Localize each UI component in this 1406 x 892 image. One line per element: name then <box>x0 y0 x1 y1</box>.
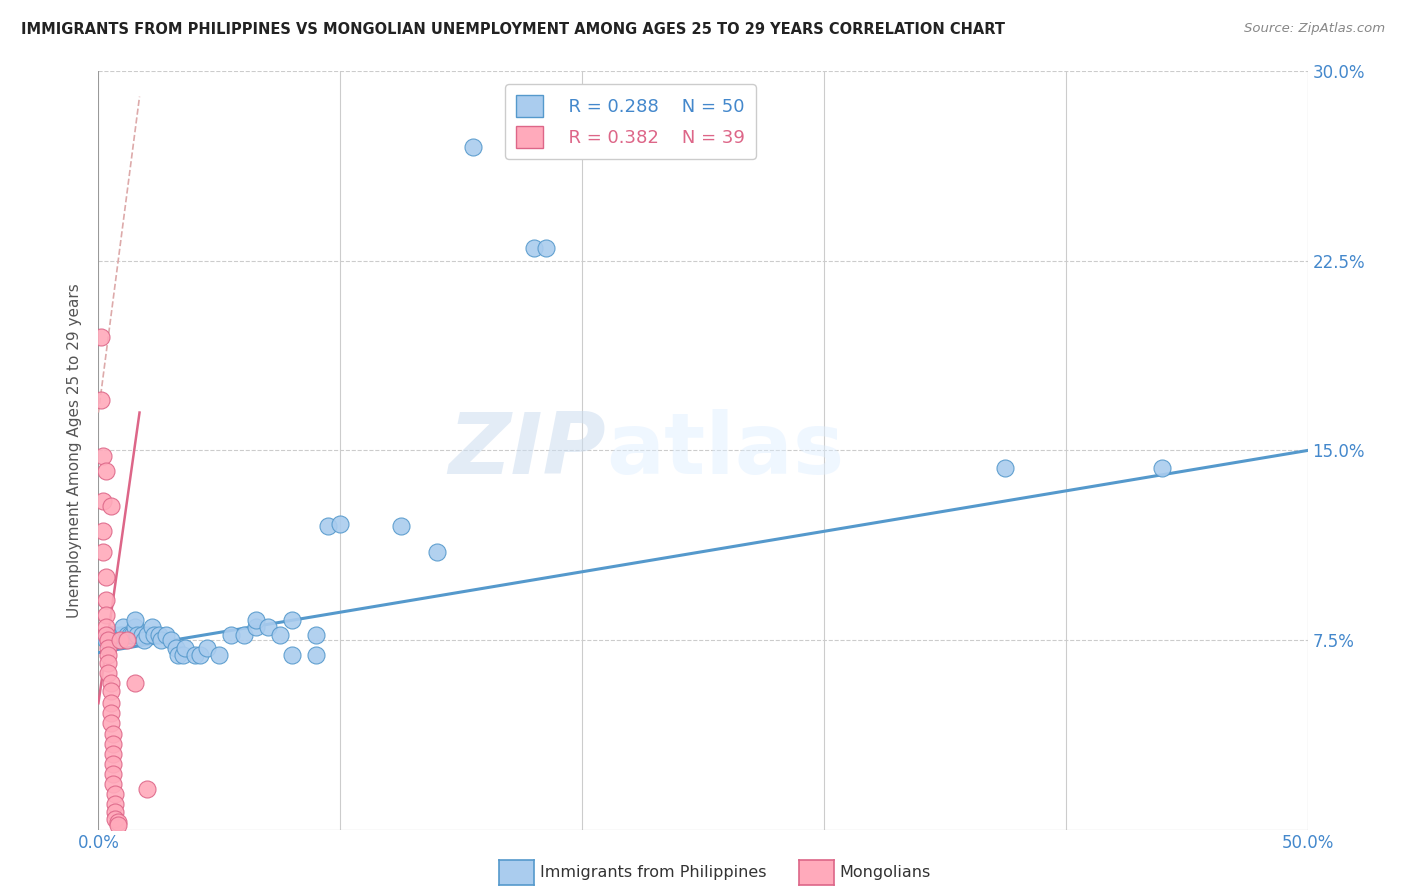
Text: ZIP: ZIP <box>449 409 606 492</box>
Point <box>101 628 124 642</box>
Point <box>329 516 352 531</box>
Point <box>100 499 122 513</box>
Point <box>131 628 153 642</box>
Point <box>94 633 117 648</box>
Point <box>94 464 117 478</box>
Point <box>97 665 120 680</box>
Point <box>94 628 117 642</box>
Point <box>305 648 328 662</box>
Text: Mongolians: Mongolians <box>839 865 931 880</box>
Point <box>127 628 149 642</box>
Point <box>316 519 339 533</box>
Point <box>90 330 112 344</box>
Point <box>104 813 127 827</box>
Point <box>91 494 114 508</box>
Point <box>94 620 117 634</box>
Point <box>305 628 328 642</box>
Point <box>91 524 114 539</box>
Point <box>100 683 122 698</box>
Point <box>135 628 157 642</box>
Point <box>155 628 177 642</box>
Point <box>143 628 166 642</box>
Point <box>1152 461 1174 475</box>
Point <box>208 648 231 662</box>
Point <box>101 726 124 740</box>
Point <box>165 640 187 655</box>
Point <box>101 756 124 771</box>
Point <box>124 676 146 690</box>
Point <box>100 696 122 710</box>
Point <box>100 628 122 642</box>
Point <box>104 628 127 642</box>
Point <box>426 544 449 558</box>
Point <box>172 648 194 662</box>
Point <box>245 620 267 634</box>
Point <box>134 633 156 648</box>
Point <box>107 817 129 831</box>
Point <box>107 815 129 830</box>
Point <box>281 613 304 627</box>
Point <box>174 640 197 655</box>
Point <box>104 797 127 812</box>
Point <box>124 620 146 634</box>
Point <box>104 805 127 819</box>
Point <box>111 620 134 634</box>
Text: IMMIGRANTS FROM PHILIPPINES VS MONGOLIAN UNEMPLOYMENT AMONG AGES 25 TO 29 YEARS : IMMIGRANTS FROM PHILIPPINES VS MONGOLIAN… <box>21 22 1005 37</box>
Point <box>232 628 254 642</box>
Legend:   R = 0.288    N = 50,   R = 0.382    N = 39: R = 0.288 N = 50, R = 0.382 N = 39 <box>505 84 756 159</box>
Point <box>269 628 291 642</box>
Text: Source: ZipAtlas.com: Source: ZipAtlas.com <box>1244 22 1385 36</box>
Point <box>91 449 114 463</box>
Point <box>121 628 143 642</box>
Point <box>148 628 170 642</box>
Point <box>100 676 122 690</box>
Point <box>108 633 131 648</box>
Point <box>107 633 129 648</box>
Point <box>124 613 146 627</box>
Point <box>104 787 127 801</box>
Point <box>100 706 122 721</box>
Point <box>221 628 243 642</box>
Y-axis label: Unemployment Among Ages 25 to 29 years: Unemployment Among Ages 25 to 29 years <box>67 283 83 618</box>
Point <box>184 648 207 662</box>
Point <box>141 620 163 634</box>
Point <box>150 633 173 648</box>
Text: Immigrants from Philippines: Immigrants from Philippines <box>540 865 766 880</box>
Text: atlas: atlas <box>606 409 845 492</box>
Point <box>188 648 211 662</box>
Point <box>108 628 131 642</box>
Point <box>463 140 485 154</box>
Point <box>523 241 546 255</box>
Point <box>101 777 124 791</box>
Point <box>101 767 124 781</box>
Point <box>256 620 278 634</box>
Point <box>111 628 134 642</box>
Point <box>118 628 141 642</box>
Point <box>100 716 122 731</box>
Point <box>534 241 557 255</box>
Point <box>994 461 1017 475</box>
Point <box>101 747 124 761</box>
Point <box>117 633 139 648</box>
Point <box>245 613 267 627</box>
Point <box>281 648 304 662</box>
Point <box>94 570 117 584</box>
Point <box>97 648 120 662</box>
Point <box>94 607 117 622</box>
Point <box>389 519 412 533</box>
Point <box>160 633 183 648</box>
Point <box>101 737 124 751</box>
Point <box>91 544 114 558</box>
Point <box>94 592 117 607</box>
Point <box>90 392 112 407</box>
Point <box>135 782 157 797</box>
Point <box>97 656 120 670</box>
Point <box>117 628 139 642</box>
Point <box>167 648 190 662</box>
Point <box>195 640 218 655</box>
Point <box>97 633 120 648</box>
Point <box>97 640 120 655</box>
